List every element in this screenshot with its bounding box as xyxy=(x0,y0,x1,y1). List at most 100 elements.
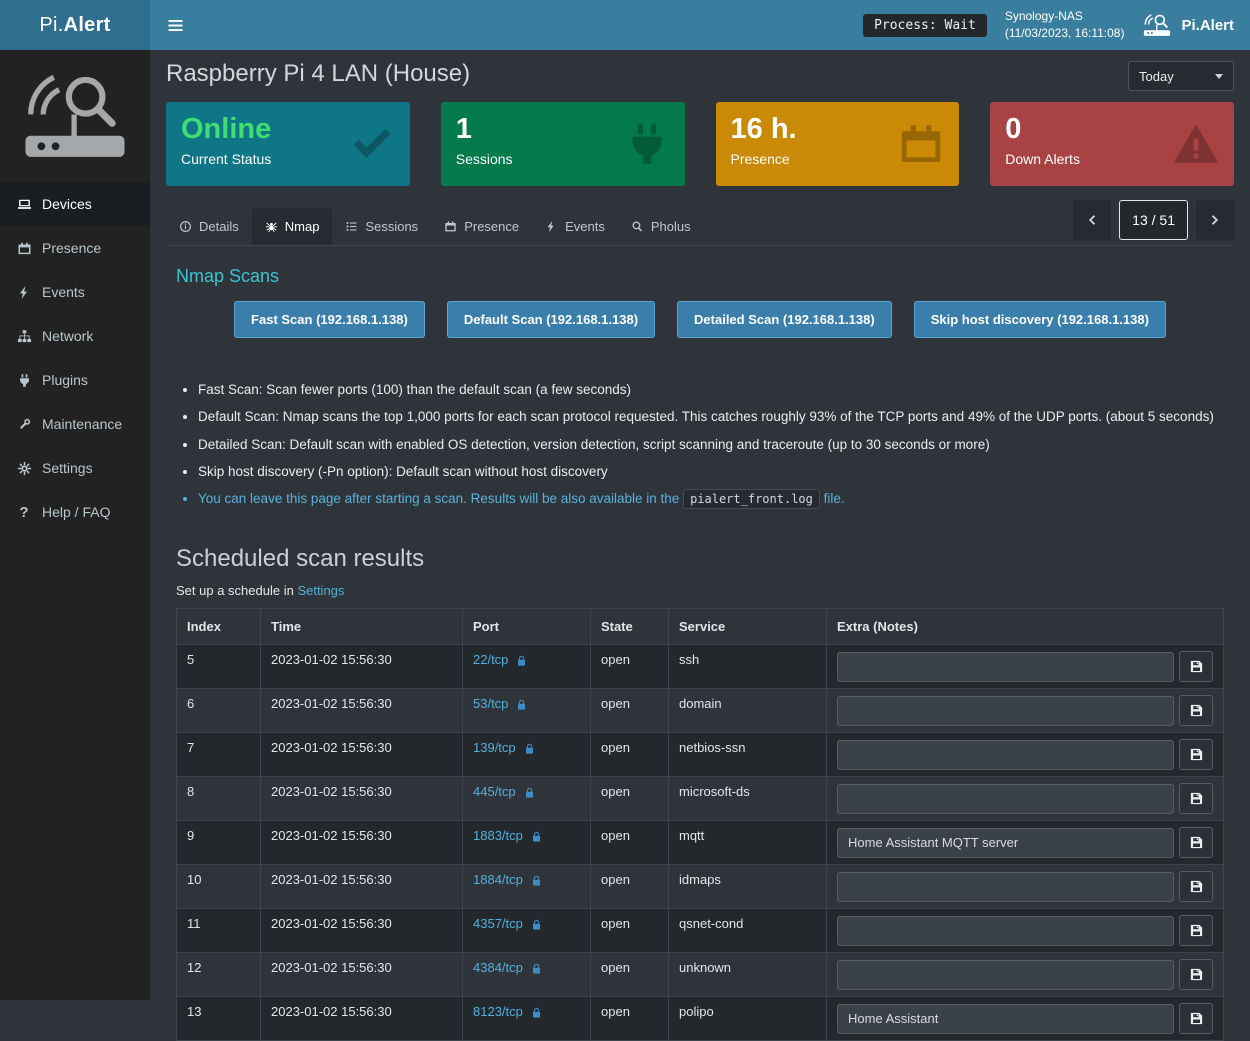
tab-nmap[interactable]: Nmap xyxy=(252,208,333,245)
save-button[interactable] xyxy=(1179,695,1213,726)
save-button[interactable] xyxy=(1179,959,1213,990)
cell-time: 2023-01-02 15:56:30 xyxy=(261,645,463,689)
tab-label: Details xyxy=(199,219,239,234)
cell-index: 8 xyxy=(177,777,261,821)
port-link[interactable]: 4384/tcp xyxy=(473,960,523,975)
tab-label: Presence xyxy=(464,219,519,234)
search-icon xyxy=(631,220,644,233)
port-link[interactable]: 8123/tcp xyxy=(473,1004,523,1019)
sidebar-item-plugins[interactable]: Plugins xyxy=(0,358,150,402)
scan-descriptions: Fast Scan: Scan fewer ports (100) than t… xyxy=(176,380,1224,509)
save-button[interactable] xyxy=(1179,827,1213,858)
default-scan-button[interactable]: Default Scan (192.168.1.138) xyxy=(447,301,655,338)
note-input[interactable] xyxy=(837,916,1174,946)
main-content: Raspberry Pi 4 LAN (House) Today Online … xyxy=(150,0,1250,1041)
port-link[interactable]: 4357/tcp xyxy=(473,916,523,931)
cell-service: netbios-ssn xyxy=(669,733,827,777)
save-button[interactable] xyxy=(1179,1003,1213,1034)
cell-notes xyxy=(827,777,1224,821)
scan-results-table: Index Time Port State Service Extra (Not… xyxy=(176,608,1224,1041)
save-button[interactable] xyxy=(1179,915,1213,946)
sidebar-item-label: Devices xyxy=(42,196,92,212)
save-icon xyxy=(1189,967,1204,982)
save-button[interactable] xyxy=(1179,739,1213,770)
settings-link[interactable]: Settings xyxy=(297,583,344,598)
tab-pholus[interactable]: Pholus xyxy=(618,208,704,245)
plug-icon xyxy=(16,373,32,388)
tab-label: Pholus xyxy=(651,219,691,234)
bullet-detailed-scan: Detailed Scan: Default scan with enabled… xyxy=(198,435,1224,455)
next-device-button[interactable] xyxy=(1196,200,1234,240)
cell-state: open xyxy=(591,953,669,997)
card-current-status: Online Current Status xyxy=(166,102,410,186)
sidebar-item-events[interactable]: Events xyxy=(0,270,150,314)
save-icon xyxy=(1189,1011,1204,1026)
lock-icon xyxy=(530,918,543,932)
info-icon xyxy=(179,220,192,233)
sidebar-item-label: Events xyxy=(42,284,85,300)
save-button[interactable] xyxy=(1179,651,1213,682)
cell-state: open xyxy=(591,777,669,821)
plug-icon xyxy=(623,120,671,168)
note-input[interactable] xyxy=(837,828,1174,858)
log-note-suffix: file. xyxy=(824,491,845,506)
port-link[interactable]: 1884/tcp xyxy=(473,872,523,887)
hamburger-menu-icon[interactable] xyxy=(166,16,185,35)
fast-scan-button[interactable]: Fast Scan (192.168.1.138) xyxy=(234,301,425,338)
topbar-brand: Pi.Alert xyxy=(1142,13,1234,38)
cell-time: 2023-01-02 15:56:30 xyxy=(261,777,463,821)
col-index: Index xyxy=(177,609,261,645)
cell-index: 9 xyxy=(177,821,261,865)
cell-port: 4357/tcp xyxy=(463,909,591,953)
note-input[interactable] xyxy=(837,1004,1174,1034)
tab-sessions[interactable]: Sessions xyxy=(332,208,431,245)
bullet-default-scan: Default Scan: Nmap scans the top 1,000 p… xyxy=(198,407,1224,427)
port-link[interactable]: 1883/tcp xyxy=(473,828,523,843)
note-input[interactable] xyxy=(837,740,1174,770)
skip-host-discovery-button[interactable]: Skip host discovery (192.168.1.138) xyxy=(914,301,1166,338)
sidebar-item-label: Presence xyxy=(42,240,101,256)
top-bar: Pi.Alert Process: Wait Synology-NAS (11/… xyxy=(0,0,1250,50)
lock-icon xyxy=(530,874,543,888)
sidebar-item-presence[interactable]: Presence xyxy=(0,226,150,270)
col-service: Service xyxy=(669,609,827,645)
note-input[interactable] xyxy=(837,652,1174,682)
detailed-scan-button[interactable]: Detailed Scan (192.168.1.138) xyxy=(677,301,892,338)
sidebar-item-settings[interactable]: Settings xyxy=(0,446,150,490)
calendar-icon xyxy=(16,241,32,256)
table-header-row: Index Time Port State Service Extra (Not… xyxy=(177,609,1224,645)
app-logo[interactable]: Pi.Alert xyxy=(0,0,150,50)
tab-details[interactable]: Details xyxy=(166,208,252,245)
bolt-icon xyxy=(545,220,558,233)
port-link[interactable]: 53/tcp xyxy=(473,696,508,711)
table-row: 8 2023-01-02 15:56:30 445/tcp open micro… xyxy=(177,777,1224,821)
nav-bar: Process: Wait Synology-NAS (11/03/2023, … xyxy=(150,0,1250,50)
card-presence: 16 h. Presence xyxy=(716,102,960,186)
sidebar-item-network[interactable]: Network xyxy=(0,314,150,358)
cell-index: 11 xyxy=(177,909,261,953)
note-input[interactable] xyxy=(837,872,1174,902)
cell-port: 8123/tcp xyxy=(463,997,591,1041)
note-input[interactable] xyxy=(837,696,1174,726)
sidebar-item-maintenance[interactable]: Maintenance xyxy=(0,402,150,446)
sidebar-item-devices[interactable]: Devices xyxy=(0,182,150,226)
note-input[interactable] xyxy=(837,784,1174,814)
period-select[interactable]: Today xyxy=(1128,61,1234,91)
table-row: 6 2023-01-02 15:56:30 53/tcp open domain xyxy=(177,689,1224,733)
cell-index: 7 xyxy=(177,733,261,777)
save-button[interactable] xyxy=(1179,783,1213,814)
tab-presence[interactable]: Presence xyxy=(431,208,532,245)
cell-index: 10 xyxy=(177,865,261,909)
sidebar-item-help[interactable]: Help / FAQ xyxy=(0,490,150,534)
topbar-right: Process: Wait Synology-NAS (11/03/2023, … xyxy=(863,8,1234,42)
port-link[interactable]: 445/tcp xyxy=(473,784,516,799)
tab-events[interactable]: Events xyxy=(532,208,618,245)
port-link[interactable]: 22/tcp xyxy=(473,652,508,667)
save-button[interactable] xyxy=(1179,871,1213,902)
port-link[interactable]: 139/tcp xyxy=(473,740,516,755)
note-input[interactable] xyxy=(837,960,1174,990)
cell-state: open xyxy=(591,689,669,733)
process-status-badge: Process: Wait xyxy=(863,14,987,37)
prev-device-button[interactable] xyxy=(1073,200,1111,240)
cell-notes xyxy=(827,733,1224,777)
